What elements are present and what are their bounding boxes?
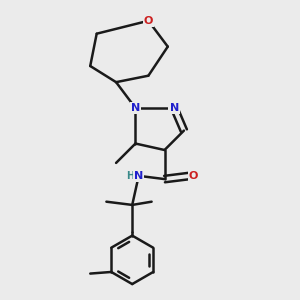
Text: H: H: [127, 171, 135, 181]
Text: N: N: [169, 103, 179, 113]
Text: O: O: [144, 16, 153, 26]
Text: N: N: [134, 171, 143, 181]
Text: N: N: [131, 103, 140, 113]
Text: O: O: [189, 171, 198, 181]
